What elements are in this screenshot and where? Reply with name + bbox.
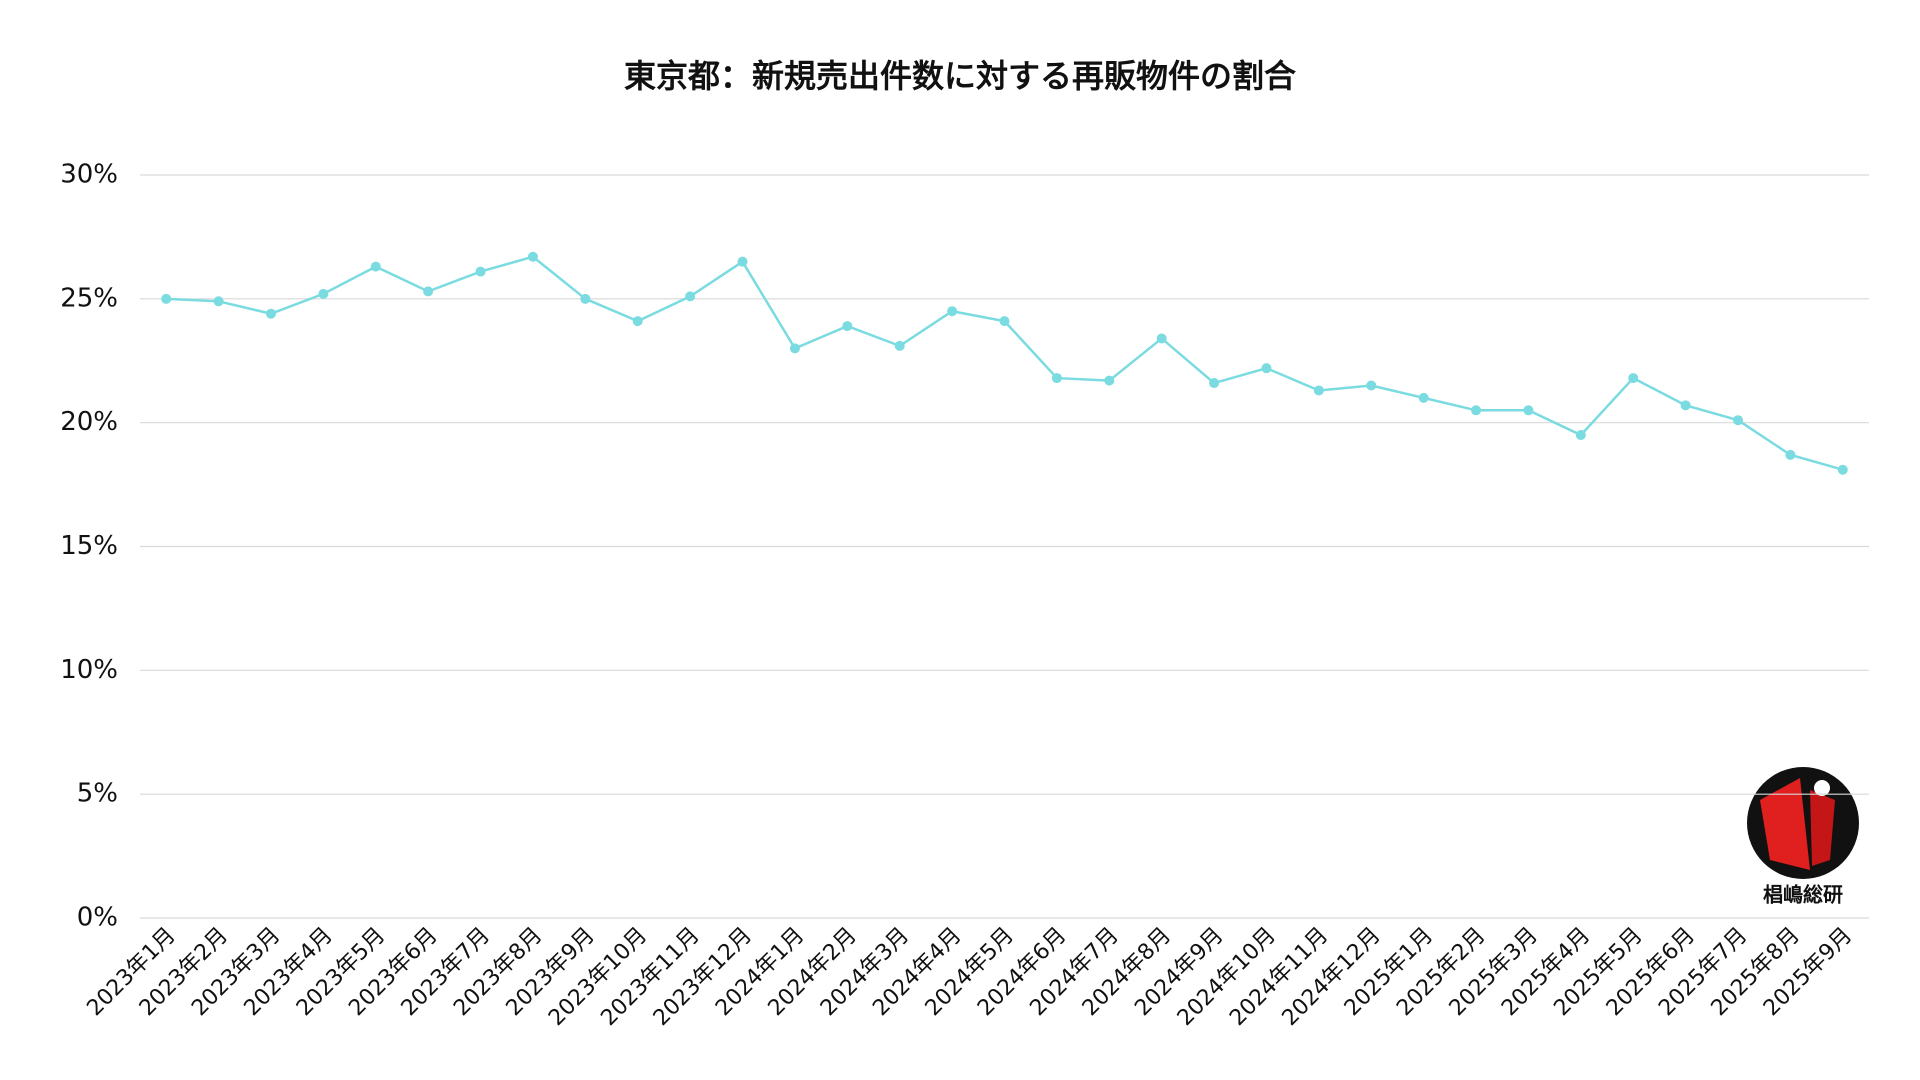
data-point [1575, 430, 1586, 441]
y-tick-label: 5% [77, 779, 118, 809]
data-point [1837, 464, 1848, 475]
data-point [999, 316, 1010, 327]
logo-shape [1810, 790, 1835, 866]
data-point [737, 256, 748, 267]
data-point [1418, 392, 1429, 403]
data-point [1104, 375, 1115, 386]
logo-shape [1814, 780, 1830, 796]
logo-text: 椙嶋総研 [1763, 883, 1843, 907]
data-point [580, 293, 591, 304]
data-point [685, 291, 696, 302]
y-tick-label: 20% [60, 407, 118, 437]
data-point [1261, 363, 1272, 374]
data-point [1156, 333, 1167, 344]
data-point [842, 321, 853, 332]
data-point [1680, 400, 1691, 411]
y-tick-label: 25% [60, 283, 118, 313]
y-tick-label: 0% [77, 903, 118, 933]
data-point [1523, 405, 1534, 416]
y-tick-label: 15% [60, 531, 118, 561]
data-point [1785, 449, 1796, 460]
data-point [370, 261, 381, 272]
data-point [1733, 415, 1744, 426]
data-point [161, 293, 172, 304]
data-point [947, 306, 958, 317]
data-point [318, 288, 329, 299]
data-point [475, 266, 486, 277]
chart-title: 東京都：新規売出件数に対する再販物件の割合 [624, 57, 1296, 95]
data-point [527, 251, 538, 262]
logo-shape [1760, 778, 1810, 870]
y-tick-label: 10% [60, 655, 118, 685]
data-point [1628, 373, 1639, 384]
data-line [166, 255, 1844, 471]
data-point [632, 316, 643, 327]
data-point [789, 343, 800, 354]
logo: 椙嶋総研 [1747, 767, 1859, 907]
data-point [1051, 373, 1062, 384]
data-point [423, 286, 434, 297]
data-point [265, 308, 276, 319]
data-point [213, 296, 224, 307]
data-point [1471, 405, 1482, 416]
data-point [1209, 378, 1220, 389]
data-point [1366, 380, 1377, 391]
data-point [894, 340, 905, 351]
y-tick-label: 30% [60, 160, 118, 190]
data-point [1313, 385, 1324, 396]
